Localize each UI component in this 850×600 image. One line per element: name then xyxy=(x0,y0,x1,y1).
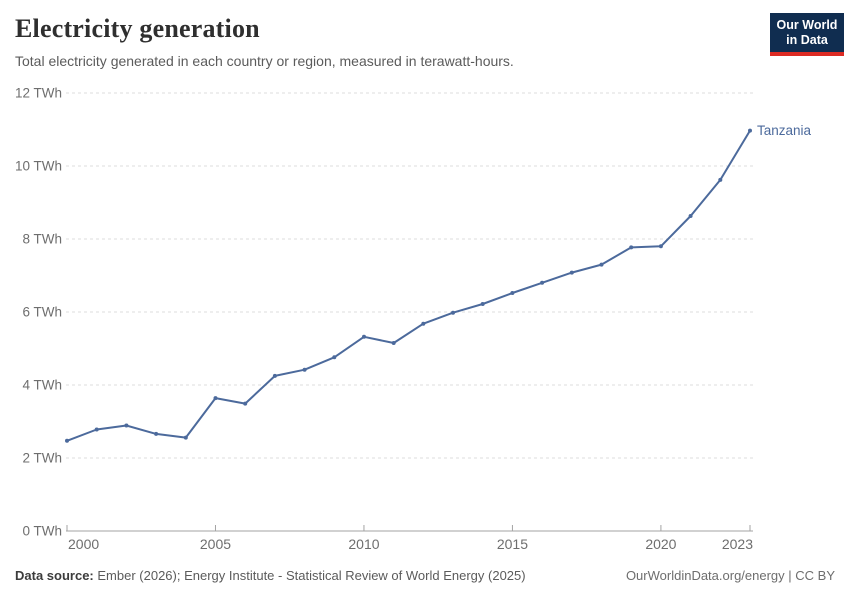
x-axis-tick-label: 2010 xyxy=(348,536,379,552)
data-point-2004 xyxy=(183,435,188,440)
series-label-tanzania[interactable]: Tanzania xyxy=(757,123,812,138)
data-point-2020 xyxy=(658,244,663,249)
data-point-2001 xyxy=(94,427,99,432)
data-point-2018 xyxy=(599,262,604,267)
data-point-2011 xyxy=(391,341,396,345)
y-axis-tick-label: 6 TWh xyxy=(22,305,62,320)
owid-logo-text-line1: Our World xyxy=(776,18,838,32)
data-point-2014 xyxy=(480,302,485,306)
y-axis-tick-label: 12 TWh xyxy=(15,86,62,101)
data-source-label: Data source: xyxy=(15,568,94,583)
page-title: Electricity generation xyxy=(15,14,260,43)
data-point-2005 xyxy=(213,396,218,401)
data-point-2015 xyxy=(510,291,515,295)
chart-subtitle: Total electricity generated in each coun… xyxy=(15,53,514,69)
data-point-2002 xyxy=(124,423,129,428)
x-axis-tick-label: 2000 xyxy=(68,536,99,552)
owid-logo[interactable]: Our World in Data xyxy=(770,13,844,56)
y-axis-tick-label: 10 TWh xyxy=(15,159,62,174)
data-source-text: Ember (2026); Energy Institute - Statist… xyxy=(97,568,526,583)
x-axis-tick-label: 2023 xyxy=(722,536,753,552)
data-point-2009 xyxy=(332,355,337,360)
x-axis-tick-label: 2015 xyxy=(497,536,528,552)
data-point-2017 xyxy=(569,270,574,275)
data-point-2006 xyxy=(243,401,248,406)
x-axis-tick-label: 2005 xyxy=(200,536,231,552)
chart-footer: Data source: Ember (2026); Energy Instit… xyxy=(15,568,835,583)
data-point-2023 xyxy=(748,128,752,133)
data-source-note: Data source: Ember (2026); Energy Instit… xyxy=(15,568,526,583)
y-axis-tick-label: 2 TWh xyxy=(22,451,62,466)
data-point-2012 xyxy=(421,321,426,326)
data-point-2000 xyxy=(65,438,69,443)
data-point-2007 xyxy=(272,373,277,378)
data-point-2021 xyxy=(688,214,693,218)
data-point-2010 xyxy=(362,334,366,339)
y-axis-tick-label: 4 TWh xyxy=(22,378,62,393)
data-point-2008 xyxy=(302,367,307,372)
y-axis-tick-label: 8 TWh xyxy=(22,232,62,247)
x-axis-tick-label: 2020 xyxy=(645,536,676,552)
data-point-2013 xyxy=(451,310,455,315)
owid-url-license-link[interactable]: OurWorldinData.org/energy | CC BY xyxy=(625,568,835,583)
series-line-tanzania xyxy=(66,129,751,442)
data-point-2019 xyxy=(629,245,634,250)
data-point-2022 xyxy=(718,177,723,182)
data-point-2003 xyxy=(154,431,159,436)
y-axis-tick-label: 0 TWh xyxy=(22,524,62,539)
owid-logo-text-line2: in Data xyxy=(786,33,828,47)
data-point-2016 xyxy=(540,280,545,285)
